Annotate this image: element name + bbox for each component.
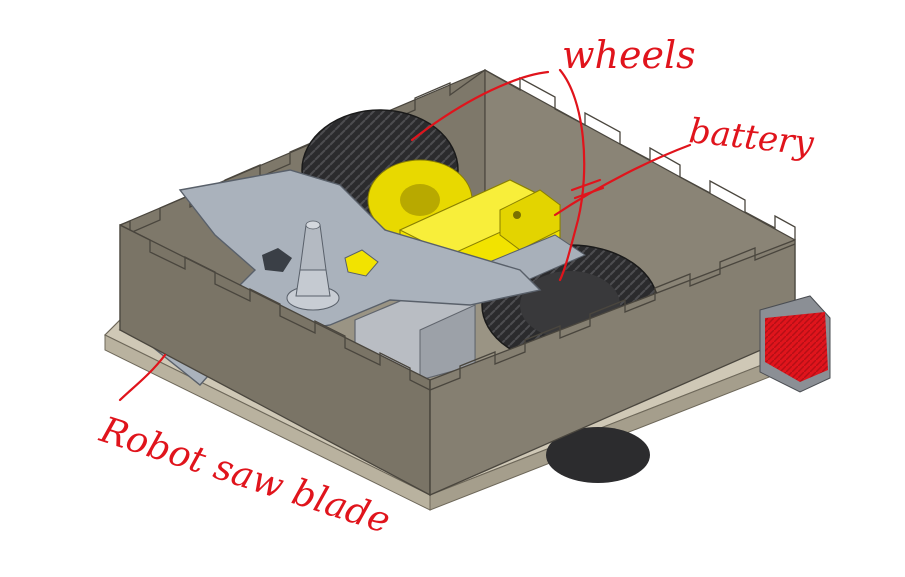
front-wall-crenellation bbox=[119, 224, 796, 391]
battery-label: battery bbox=[687, 111, 816, 164]
wheels-label: wheels bbox=[562, 33, 696, 77]
wheels-leader-line-2 bbox=[558, 68, 586, 282]
blade-leader-line bbox=[118, 353, 167, 402]
battery-leader-cross bbox=[570, 178, 605, 200]
bottom-wheel bbox=[546, 427, 650, 483]
power-switch bbox=[759, 295, 831, 393]
battery-leader-line bbox=[553, 143, 692, 217]
wheels-leader-line bbox=[410, 70, 550, 142]
